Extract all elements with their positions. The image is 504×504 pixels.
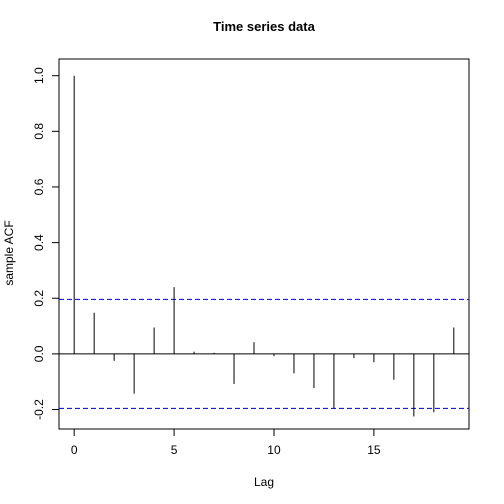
x-tick-label: 15 (367, 443, 381, 457)
x-tick-label: 5 (171, 443, 178, 457)
chart-title: Time series data (213, 19, 315, 34)
x-axis-label: Lag (254, 475, 274, 489)
y-tick-label: -0.2 (32, 399, 46, 420)
y-tick-label: 0.8 (32, 123, 46, 140)
x-tick-label: 10 (267, 443, 281, 457)
x-tick-label: 0 (71, 443, 78, 457)
y-tick-label: 0.0 (32, 345, 46, 362)
y-tick-label: 1.0 (32, 67, 46, 84)
y-tick-label: 0.2 (32, 290, 46, 307)
y-axis-label: sample ACF (2, 220, 16, 285)
plot-frame (59, 59, 469, 429)
plot-area: 0 5 10 15 -0.2 0.0 0.2 0.4 0.6 0.8 1.0 (32, 59, 469, 457)
y-tick-label: 0.6 (32, 178, 46, 195)
y-tick-label: 0.4 (32, 234, 46, 251)
